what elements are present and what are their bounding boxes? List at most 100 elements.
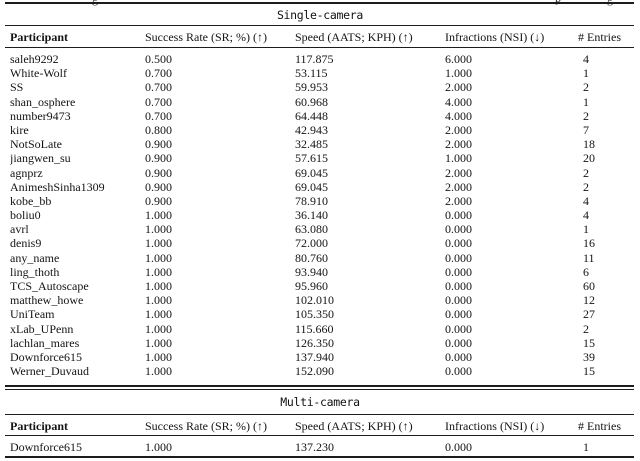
single-camera-rows: saleh9292 0.500 117.875 6.000 4 White-Wolf 0.7… bbox=[0, 52, 640, 378]
column-header-infractions: Infractions (NSI) (↓) bbox=[445, 419, 545, 433]
value-cell: 0.700 bbox=[145, 66, 172, 81]
value-cell: 1.000 bbox=[145, 236, 172, 251]
value-cell: 4 bbox=[583, 52, 589, 66]
value-cell: 126.350 bbox=[295, 335, 334, 350]
participant-cell: ling_thoth bbox=[10, 264, 60, 279]
value-cell: 0.000 bbox=[445, 222, 472, 237]
participant-cell: number9473 bbox=[10, 108, 71, 123]
value-cell: 16 bbox=[583, 236, 595, 251]
value-cell: 0.700 bbox=[145, 108, 172, 123]
column-header-speed: Speed (AATS; KPH) (↑) bbox=[295, 30, 413, 44]
value-cell: 0.000 bbox=[445, 439, 472, 454]
rule-below-multi-title bbox=[5, 414, 634, 416]
column-header-speed: Speed (AATS; KPH) (↑) bbox=[295, 419, 413, 433]
value-cell: 1.000 bbox=[145, 439, 172, 454]
value-cell: 20 bbox=[583, 151, 595, 166]
single-camera-header-row: Participant Success Rate (SR; %) (↑) Spe… bbox=[0, 30, 640, 44]
participant-cell: AnimeshSinha1309 bbox=[10, 179, 105, 194]
table-row: ling_thoth 1.000 93.940 0.000 6 bbox=[0, 265, 640, 279]
column-header-entries: # Entries bbox=[578, 419, 621, 433]
value-cell: 137.940 bbox=[295, 349, 334, 364]
table-row: boliu0 1.000 36.140 0.000 4 bbox=[0, 208, 640, 222]
multi-camera-rows: Downforce615 1.000 137.230 0.000 1 bbox=[0, 440, 640, 454]
value-cell: 39 bbox=[583, 349, 595, 364]
value-cell: 102.010 bbox=[295, 293, 334, 308]
value-cell: 2.000 bbox=[445, 179, 472, 194]
participant-cell: Downforce615 bbox=[10, 349, 82, 364]
value-cell: 59.953 bbox=[295, 80, 328, 95]
value-cell: 95.960 bbox=[295, 279, 328, 293]
participant-cell: SS bbox=[10, 80, 24, 95]
value-cell: 1 bbox=[583, 94, 589, 109]
table-row: kire 0.800 42.943 2.000 7 bbox=[0, 123, 640, 137]
rule-below-multi-header bbox=[5, 435, 634, 437]
value-cell: 0.000 bbox=[445, 364, 472, 379]
value-cell: 1.000 bbox=[145, 264, 172, 279]
value-cell: 60.968 bbox=[295, 94, 328, 109]
column-header-participant: Participant bbox=[10, 30, 68, 44]
value-cell: 0.000 bbox=[445, 264, 472, 279]
participant-cell: saleh9292 bbox=[10, 52, 59, 66]
value-cell: 57.615 bbox=[295, 151, 328, 166]
value-cell: 2 bbox=[583, 179, 589, 194]
value-cell: 7 bbox=[583, 122, 589, 137]
value-cell: 4 bbox=[583, 193, 589, 208]
top-rule bbox=[5, 2, 634, 5]
value-cell: 1.000 bbox=[145, 279, 172, 293]
table-row: Downforce615 1.000 137.230 0.000 1 bbox=[0, 440, 640, 454]
table-row: Werner_Duvaud 1.000 152.090 0.000 15 bbox=[0, 364, 640, 378]
value-cell: 78.910 bbox=[295, 193, 328, 208]
column-header-participant: Participant bbox=[10, 419, 68, 433]
value-cell: 18 bbox=[583, 137, 595, 152]
table-row: denis9 1.000 72.000 0.000 16 bbox=[0, 236, 640, 250]
table-row: avrl 1.000 63.080 0.000 1 bbox=[0, 222, 640, 236]
value-cell: 105.350 bbox=[295, 307, 334, 322]
value-cell: 2.000 bbox=[445, 137, 472, 152]
table-row: Downforce615 1.000 137.940 0.000 39 bbox=[0, 350, 640, 364]
value-cell: 2.000 bbox=[445, 122, 472, 137]
value-cell: 1 bbox=[583, 66, 589, 81]
participant-cell: UniTeam bbox=[10, 307, 55, 322]
table-row: UniTeam 1.000 105.350 0.000 27 bbox=[0, 307, 640, 321]
participant-cell: matthew_howe bbox=[10, 293, 84, 308]
participant-cell: White-Wolf bbox=[10, 66, 68, 81]
participant-cell: boliu0 bbox=[10, 208, 41, 223]
value-cell: 0.800 bbox=[145, 122, 172, 137]
participant-cell: NotSoLate bbox=[10, 137, 62, 152]
participant-cell: Downforce615 bbox=[10, 439, 82, 454]
value-cell: 2 bbox=[583, 165, 589, 180]
participant-cell: lachlan_mares bbox=[10, 335, 80, 350]
multi-camera-top-rule bbox=[5, 389, 634, 391]
participant-cell: kobe_bb bbox=[10, 193, 52, 208]
table-row: saleh9292 0.500 117.875 6.000 4 bbox=[0, 52, 640, 66]
value-cell: 1.000 bbox=[145, 208, 172, 223]
value-cell: 69.045 bbox=[295, 179, 328, 194]
value-cell: 2.000 bbox=[445, 165, 472, 180]
value-cell: 12 bbox=[583, 293, 595, 308]
multi-camera-header-row: Participant Success Rate (SR; %) (↑) Spe… bbox=[0, 419, 640, 433]
value-cell: 64.448 bbox=[295, 108, 328, 123]
value-cell: 1.000 bbox=[445, 151, 472, 166]
value-cell: 1.000 bbox=[145, 321, 172, 336]
value-cell: 0.000 bbox=[445, 250, 472, 265]
value-cell: 0.900 bbox=[145, 193, 172, 208]
value-cell: 0.000 bbox=[445, 236, 472, 251]
value-cell: 0.000 bbox=[445, 335, 472, 350]
value-cell: 115.660 bbox=[295, 321, 334, 336]
value-cell: 1.000 bbox=[145, 250, 172, 265]
value-cell: 93.940 bbox=[295, 264, 328, 279]
table-row: kobe_bb 0.900 78.910 2.000 4 bbox=[0, 194, 640, 208]
participant-cell: jiangwen_su bbox=[10, 151, 71, 166]
participant-cell: any_name bbox=[10, 250, 60, 265]
value-cell: 2 bbox=[583, 321, 589, 336]
value-cell: 4.000 bbox=[445, 108, 472, 123]
value-cell: 0.500 bbox=[145, 52, 172, 66]
participant-cell: avrl bbox=[10, 222, 29, 237]
value-cell: 15 bbox=[583, 364, 595, 379]
participant-cell: Werner_Duvaud bbox=[10, 364, 90, 379]
participant-cell: xLab_UPenn bbox=[10, 321, 74, 336]
value-cell: 1.000 bbox=[145, 222, 172, 237]
column-header-success-rate: Success Rate (SR; %) (↑) bbox=[145, 419, 267, 433]
value-cell: 152.090 bbox=[295, 364, 334, 379]
